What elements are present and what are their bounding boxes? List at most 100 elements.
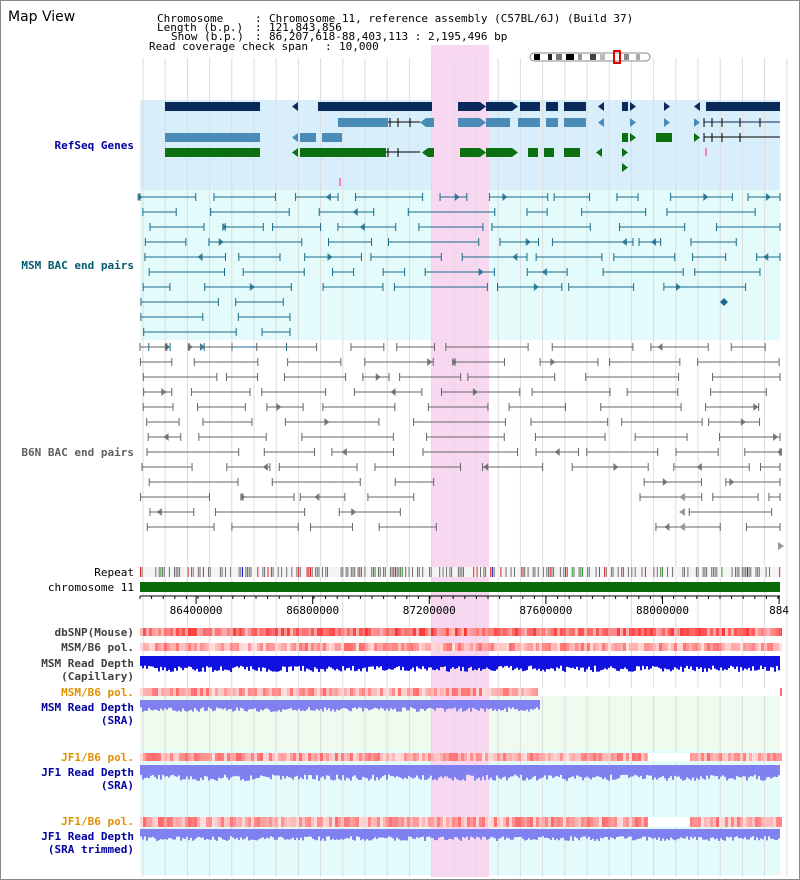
track-label-jf1-read-sra[interactable]: JF1 Read Depth (41, 766, 134, 779)
jf1-pol2-heat-cell (413, 817, 416, 827)
jf1-trim-depth-bar (338, 829, 340, 840)
track-label-jf1-trim[interactable]: JF1 Read Depth (41, 830, 134, 843)
jf1-sra-depth-bar (700, 765, 702, 777)
msm-cap-depth-bar (142, 656, 144, 669)
jf1-trim-depth-bar (208, 829, 210, 840)
msm-pol2-heat-cell (431, 688, 434, 696)
jf1-sra-depth-bar (490, 765, 492, 778)
jf1-sra-depth-bar (768, 765, 770, 777)
dbsnp-heat-cell (668, 628, 671, 636)
jf1-pol2-heat-cell (431, 817, 434, 827)
track-label-msm-b6-pol-2[interactable]: MSM/B6 pol. (61, 686, 134, 699)
jf1-trim-depth-bar (658, 829, 660, 838)
msm-sra-depth-bar (176, 700, 178, 712)
msm-pol-heat-cell (446, 643, 449, 651)
jf1-sra-depth-bar (312, 765, 314, 780)
msm-pol2-heat-cell (233, 688, 236, 696)
dbsnp-heat-cell (677, 628, 680, 636)
track-label-repeat[interactable]: Repeat (94, 566, 134, 579)
dbsnp-heat-cell (644, 628, 647, 636)
dbsnp-heat-cell (251, 628, 254, 636)
jf1-sra-depth-bar (378, 765, 380, 780)
msm-pol-heat-cell (758, 643, 761, 651)
msm-pol-heat-cell (698, 643, 701, 651)
jf1-trim-depth-bar (152, 829, 154, 837)
repeat-element (714, 567, 716, 577)
track-label-msm-b6-pol[interactable]: MSM/B6 pol. (61, 641, 134, 654)
jf1-sra-depth-bar (726, 765, 728, 781)
repeat-element (449, 567, 451, 577)
jf1-pol2-heat-cell (614, 817, 617, 827)
repeat-element (141, 567, 143, 577)
jf1-trim-depth-bar (522, 829, 524, 839)
jf1-sra-depth-bar (400, 765, 402, 778)
repeat-element (430, 567, 432, 577)
track-label-jf1-b6-pol-2[interactable]: JF1/B6 pol. (61, 815, 134, 828)
jf1-pol-heat-cell (614, 753, 617, 761)
jf1-trim-depth-bar (288, 829, 290, 840)
track-label-msm-read-sra[interactable]: MSM Read Depth (41, 701, 134, 714)
jf1-pol-heat-cell (260, 753, 263, 761)
jf1-sra-depth-bar (550, 765, 552, 776)
msm-cap-depth-bar (682, 656, 684, 672)
msm-cap-depth-bar (402, 656, 404, 667)
track-label-b6n-bac[interactable]: B6N BAC end pairs (21, 446, 134, 459)
track-label-msm-read-cap[interactable]: MSM Read Depth (41, 657, 134, 670)
dbsnp-heat-cell (674, 628, 677, 636)
jf1-pol2-heat-cell (521, 817, 524, 827)
jf1-sra-depth-bar (624, 765, 626, 775)
msm-sra-depth-bar (392, 700, 394, 710)
dbsnp-heat-cell (638, 628, 641, 636)
msm-sra-depth-bar (254, 700, 256, 709)
msm-sra-depth-bar (252, 700, 254, 710)
jf1-pol2-heat-cell (293, 817, 296, 827)
dbsnp-heat-cell (440, 628, 443, 636)
jf1-trim-depth-bar (714, 829, 716, 840)
track-label-msm-bac[interactable]: MSM BAC end pairs (21, 259, 134, 272)
jf1-trim-depth-bar (460, 829, 462, 841)
msm-cap-depth-bar (154, 656, 156, 669)
jf1-trim-depth-bar (390, 829, 392, 838)
msm-cap-depth-bar (446, 656, 448, 672)
ideogram-band (590, 54, 596, 60)
jf1-pol2-heat-cell (182, 817, 185, 827)
msm-cap-depth-bar (228, 656, 230, 671)
jf1-pol2-heat-cell (716, 817, 719, 827)
jf1-pol-heat-cell (515, 753, 518, 761)
track-label-dbsnp[interactable]: dbSNP(Mouse) (54, 626, 134, 639)
jf1-sra-depth-bar (314, 765, 316, 780)
msm-pol-heat-cell (455, 643, 458, 651)
jf1-pol-heat-cell (179, 753, 182, 761)
msm-pol-heat-cell (299, 643, 302, 651)
msm-cap-depth-bar (708, 656, 710, 669)
msm-sra-depth-bar (420, 700, 422, 709)
msm-pol-heat-cell (422, 643, 425, 651)
dbsnp-heat-cell (197, 628, 200, 636)
jf1-sra-depth-bar (654, 765, 656, 778)
jf1-trim-depth-bar (618, 829, 620, 837)
repeat-element (422, 567, 424, 577)
track-label-jf1-b6-pol[interactable]: JF1/B6 pol. (61, 751, 134, 764)
msm-cap-depth-bar (252, 656, 254, 670)
jf1-trim-depth-bar (514, 829, 516, 838)
jf1-pol-heat-cell (551, 753, 554, 761)
repeat-element (702, 567, 704, 577)
jf1-trim-depth-bar (268, 829, 270, 839)
jf1-pol2-heat-cell (158, 817, 161, 827)
msm-pol-heat-cell (575, 643, 578, 651)
jf1-trim-depth-bar (248, 829, 250, 841)
jf1-trim-depth-bar (492, 829, 494, 838)
msm-pol2-heat-cell (440, 688, 443, 696)
msm-cap-depth-bar (516, 656, 518, 668)
jf1-sra-depth-bar (612, 765, 614, 780)
jf1-pol2-heat-cell (140, 817, 143, 827)
track-label-refseq[interactable]: RefSeq Genes (54, 139, 134, 152)
jf1-sra-depth-bar (750, 765, 752, 777)
msm-sra-depth-bar (452, 700, 454, 709)
msm-pol-heat-cell (248, 643, 251, 651)
msm-cap-depth-bar (598, 656, 600, 672)
dbsnp-heat-cell (167, 628, 170, 636)
repeat-element (779, 567, 781, 577)
dbsnp-heat-cell (704, 628, 707, 636)
